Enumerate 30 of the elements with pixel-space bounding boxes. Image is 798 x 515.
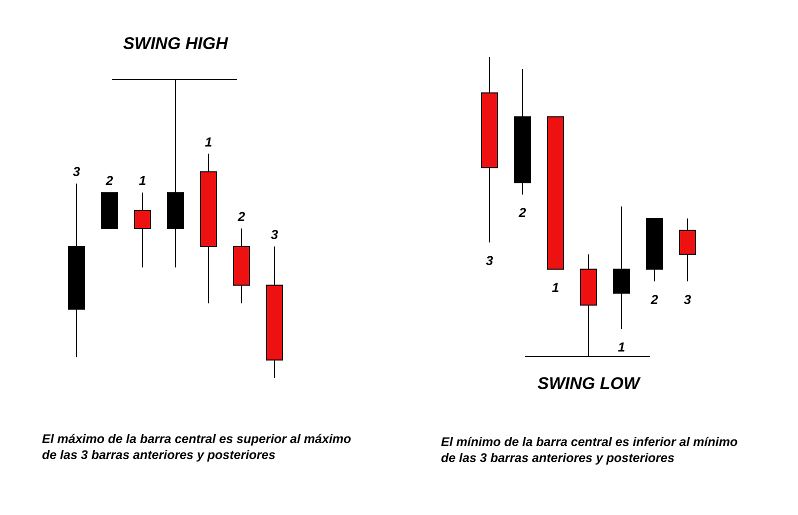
candlestick [68,183,85,358]
candlestick [101,192,118,229]
x-tick-label: 3 [486,252,494,268]
candlestick [679,218,696,282]
x-tick-label: 2 [236,209,246,224]
candlestick [580,254,597,356]
candlestick [481,56,498,243]
x-tick-label: 2 [650,292,659,307]
text: SWING LOW [538,374,640,394]
x-tick-label: 3 [72,164,81,180]
text: El máximo de la barra central es superior al máximo de las 3 barras anteriores y posteriores [42,431,352,463]
candlestick [266,246,283,378]
x-tick-label: 1 [138,173,146,188]
x-tick-label: 2 [104,173,114,188]
candlestick [200,153,217,304]
candlestick [646,218,663,282]
candlestick [613,206,630,330]
x-tick-label: 1 [618,340,626,355]
candlestick [233,228,250,304]
chart-title: SWING HIGH [123,34,228,54]
candlestick [514,68,531,196]
candlestick [134,192,151,268]
candlestick [167,78,184,268]
text: El mínimo de la barra central es inferior al mínimo de las 3 barras anteriores y posteriores [441,434,739,466]
x-tick-label: 1 [204,134,212,150]
x-tick-label: 1 [552,280,560,295]
x-tick-label: 3 [684,292,692,307]
x-tick-label: 2 [518,205,527,220]
candlestick [547,116,564,270]
x-tick-label: 3 [270,226,279,242]
